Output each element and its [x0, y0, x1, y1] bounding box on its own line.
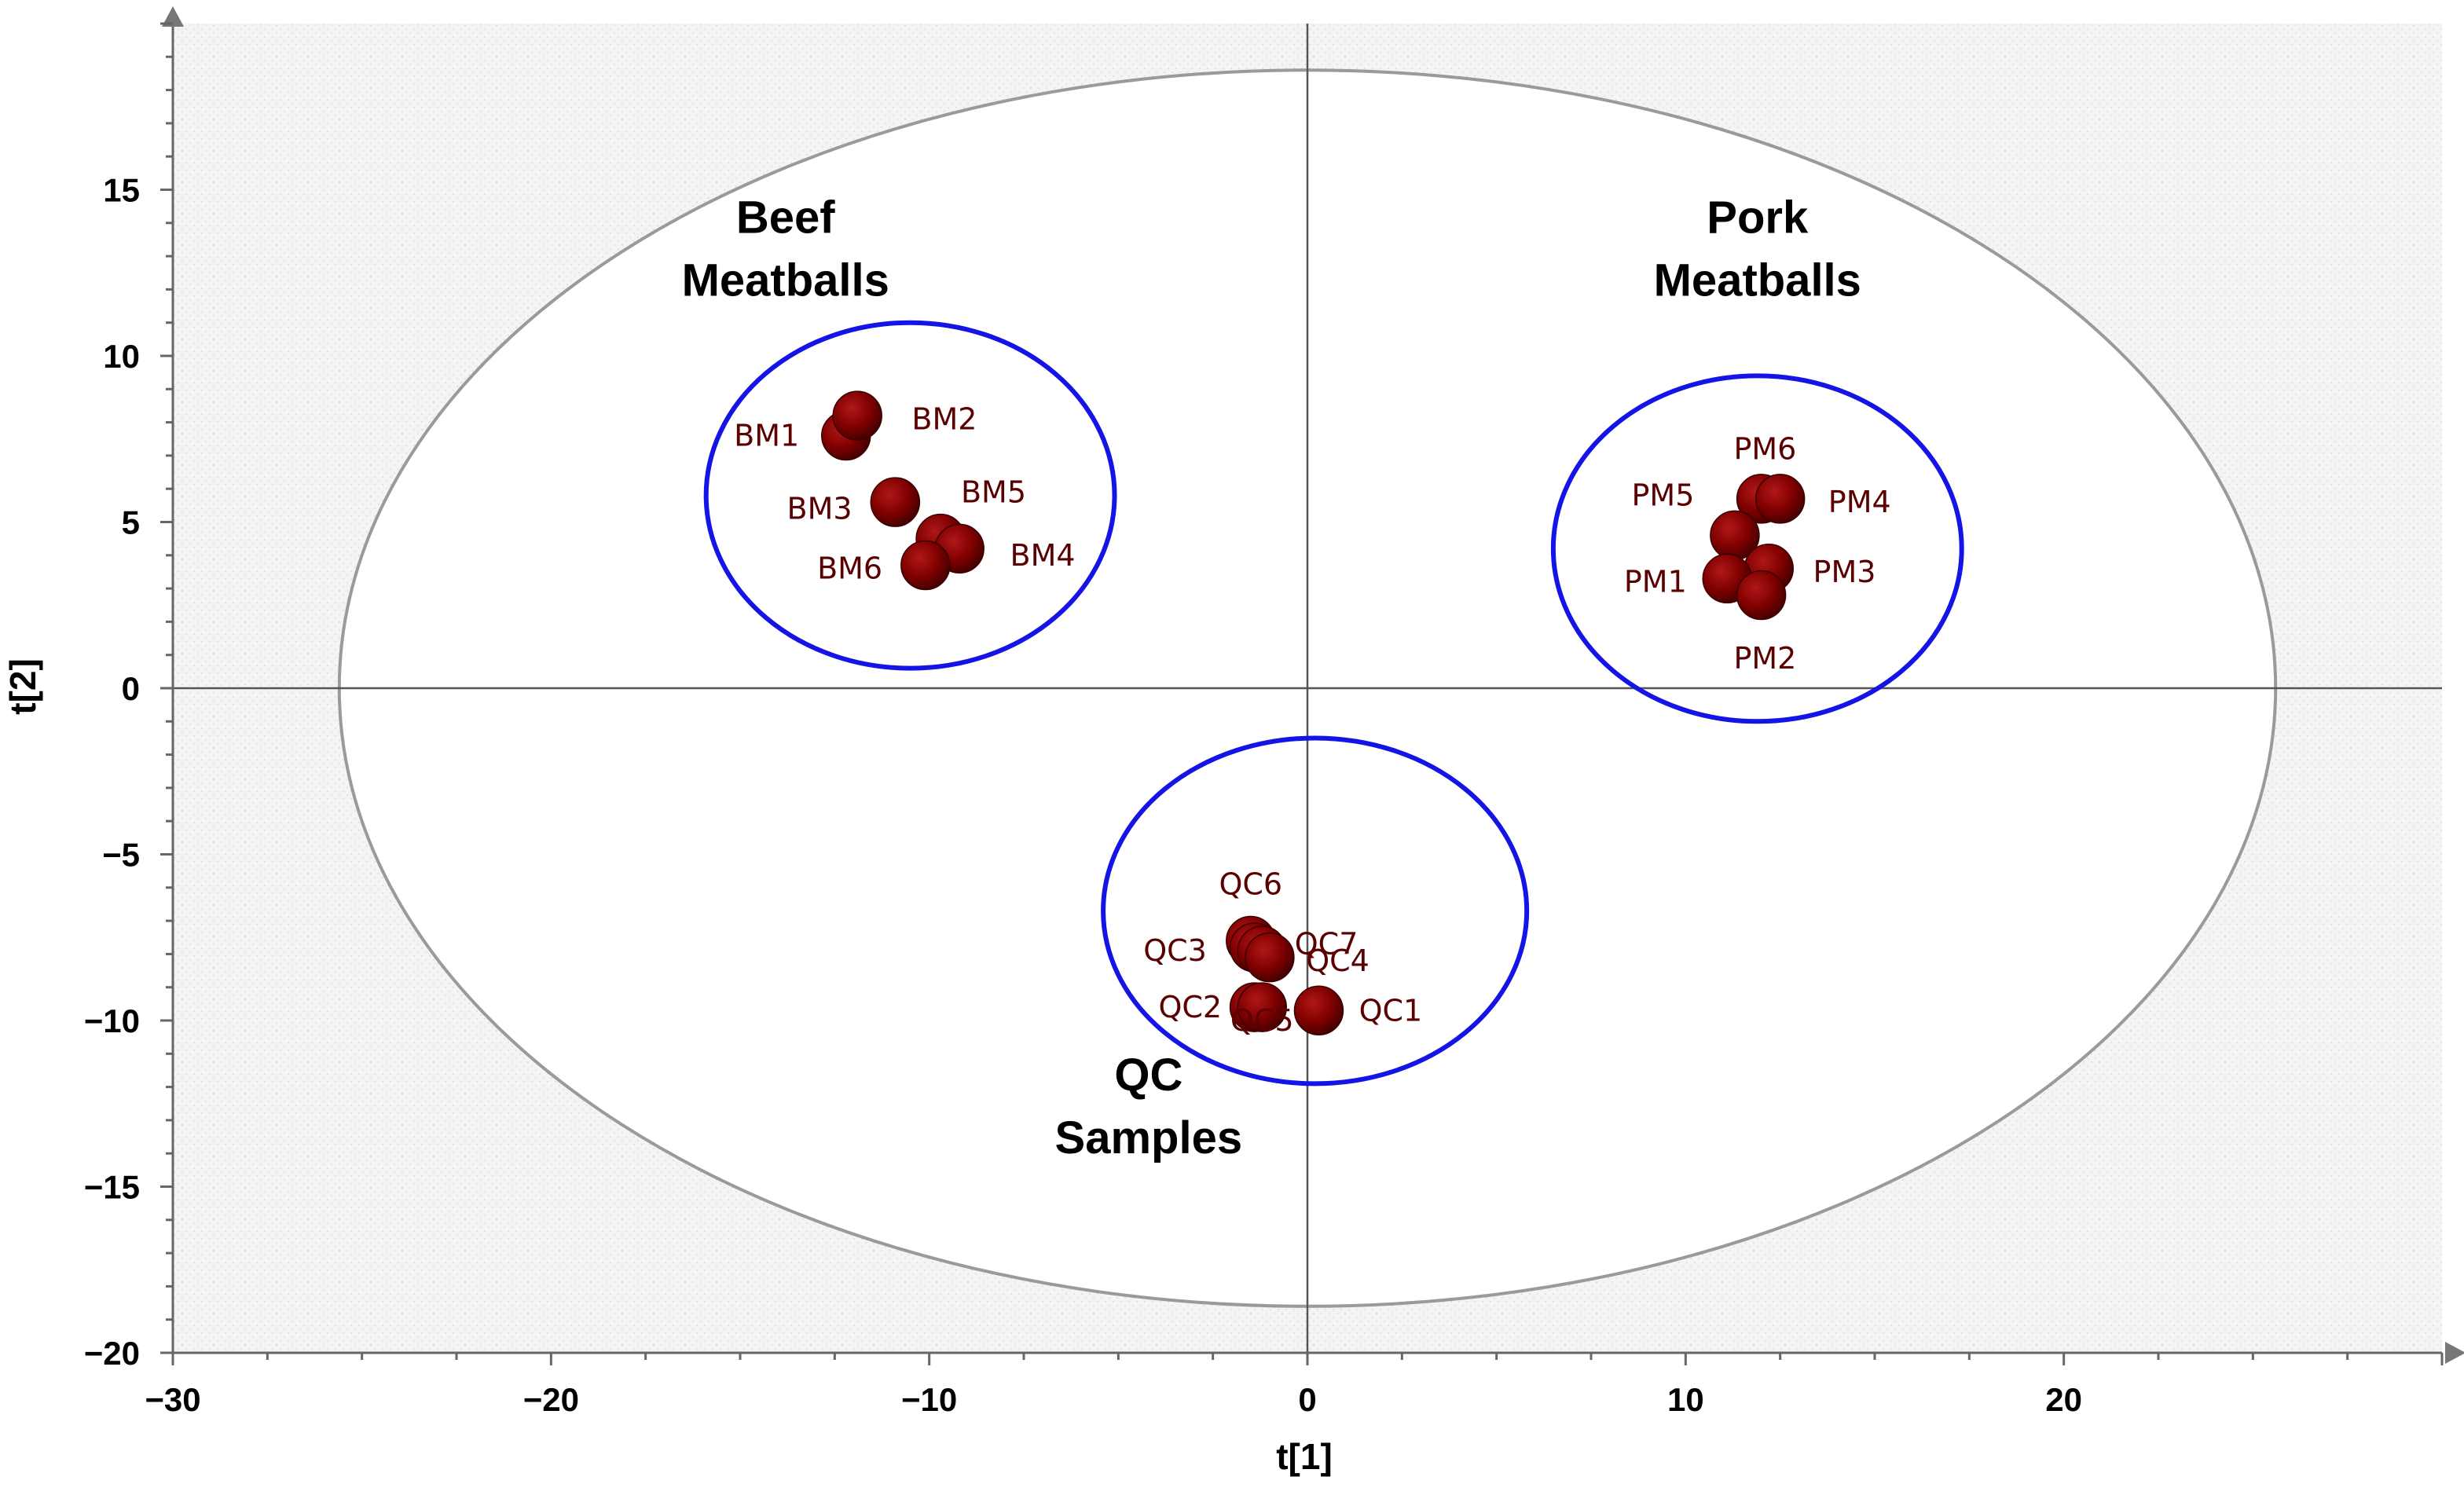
group-label-line: Pork	[1707, 192, 1809, 243]
group-label-line: QC	[1114, 1050, 1182, 1101]
x-tick-label: −20	[523, 1381, 579, 1418]
group-circle	[1550, 373, 1964, 724]
y-tick-label: 0	[122, 670, 140, 707]
point-label: QC4	[1306, 944, 1370, 978]
x-tick-label: 0	[1298, 1381, 1316, 1418]
point-label: QC5	[1230, 1003, 1294, 1038]
x-tick-label: 20	[2045, 1381, 2082, 1418]
point-label: BM2	[911, 401, 977, 436]
group-label-line: Beef	[736, 192, 835, 243]
point-label: BM3	[787, 492, 852, 526]
point-label: QC2	[1158, 990, 1222, 1024]
group-label: QC Samples	[1055, 1050, 1243, 1163]
y-axis-title: t[2]	[2, 658, 43, 715]
data-point	[1736, 570, 1787, 621]
point-label: QC7	[1295, 927, 1358, 962]
group-label: Beef Meatballs	[682, 192, 889, 306]
x-tick-label: 10	[1667, 1381, 1704, 1418]
x-axis-title: t[1]	[1276, 1436, 1333, 1477]
group-label-line: Meatballs	[1654, 255, 1861, 306]
point-label: BM4	[1010, 538, 1076, 573]
y-tick-label: −5	[102, 837, 140, 874]
group-circle	[703, 320, 1117, 671]
point-label: PM2	[1733, 641, 1796, 676]
point-label: PM3	[1813, 555, 1876, 589]
data-point	[832, 390, 882, 441]
point-label: QC1	[1359, 993, 1423, 1028]
point-label: QC3	[1143, 933, 1207, 968]
group-label: Pork Meatballs	[1654, 192, 1861, 306]
point-label: PM5	[1632, 478, 1695, 513]
data-point	[900, 540, 951, 591]
point-label: PM4	[1828, 485, 1891, 519]
y-axis-arrow	[162, 6, 184, 27]
x-tick-label: −10	[901, 1381, 957, 1418]
group-circle	[1101, 735, 1530, 1086]
y-tick-label: 15	[103, 172, 140, 209]
y-tick-label: −10	[84, 1002, 140, 1039]
point-label: QC6	[1219, 867, 1282, 902]
data-point	[1245, 932, 1295, 983]
x-tick-label: −30	[145, 1381, 200, 1418]
point-label: PM6	[1733, 431, 1796, 466]
group-label-line: Samples	[1055, 1112, 1243, 1163]
data-point	[1754, 474, 1806, 524]
point-label: PM1	[1624, 565, 1687, 599]
point-label: BM5	[961, 475, 1026, 509]
y-tick-label: 5	[122, 504, 140, 541]
data-point	[870, 477, 921, 527]
y-tick-label: −20	[84, 1335, 140, 1372]
data-point	[1237, 982, 1287, 1032]
y-tick-label: 10	[103, 338, 140, 375]
data-point	[1293, 985, 1344, 1036]
x-axis-arrow	[2445, 1342, 2464, 1364]
point-label: BM1	[734, 419, 799, 453]
y-tick-label: −15	[84, 1169, 140, 1206]
group-label-line: Meatballs	[682, 255, 889, 306]
point-label: BM6	[817, 551, 882, 586]
